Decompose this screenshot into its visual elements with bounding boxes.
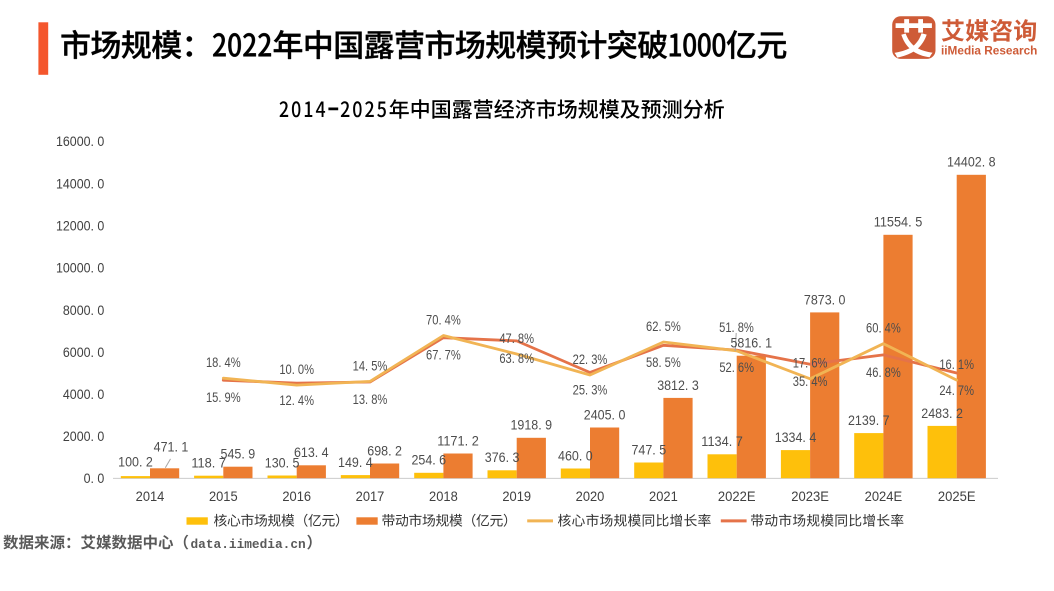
svg-text:4000. 0: 4000. 0 — [63, 386, 105, 402]
svg-text:51. 8%: 51. 8% — [719, 320, 754, 335]
svg-text:18. 4%: 18. 4% — [206, 355, 241, 370]
svg-text:2014: 2014 — [136, 488, 165, 504]
svg-text:2020: 2020 — [576, 488, 605, 504]
svg-text:1918. 9: 1918. 9 — [511, 418, 553, 433]
svg-text:698. 2: 698. 2 — [367, 443, 402, 458]
svg-text:16000. 0: 16000. 0 — [56, 133, 104, 149]
svg-text:130. 5: 130. 5 — [265, 455, 300, 470]
svg-text:376. 3: 376. 3 — [485, 450, 520, 465]
svg-text:2021: 2021 — [649, 488, 678, 504]
svg-text:613. 4: 613. 4 — [294, 445, 329, 460]
svg-text:24. 7%: 24. 7% — [939, 383, 974, 398]
svg-text:58. 5%: 58. 5% — [646, 355, 681, 370]
svg-text:460. 0: 460. 0 — [558, 448, 593, 463]
svg-text:14000. 0: 14000. 0 — [56, 175, 104, 191]
svg-text:10000. 0: 10000. 0 — [56, 260, 104, 276]
svg-text:100. 2: 100. 2 — [118, 455, 153, 470]
svg-text:60. 4%: 60. 4% — [866, 321, 901, 336]
svg-text:47. 8%: 47. 8% — [499, 331, 534, 346]
svg-text:14. 5%: 14. 5% — [353, 358, 388, 373]
svg-text:0. 0: 0. 0 — [84, 470, 105, 486]
svg-text:12000. 0: 12000. 0 — [56, 218, 104, 234]
svg-text:2015: 2015 — [209, 488, 238, 504]
svg-text:2405. 0: 2405. 0 — [584, 407, 626, 422]
svg-text:1134. 7: 1134. 7 — [701, 434, 743, 449]
svg-text:15. 9%: 15. 9% — [206, 390, 241, 405]
svg-text:2024E: 2024E — [865, 488, 903, 504]
svg-text:545. 9: 545. 9 — [221, 447, 256, 462]
svg-text:data.iimedia.cn: data.iimedia.cn — [191, 537, 306, 552]
svg-text:2017: 2017 — [356, 488, 385, 504]
svg-text:6000. 0: 6000. 0 — [63, 344, 105, 360]
svg-text:16. 1%: 16. 1% — [939, 357, 974, 372]
svg-text:471. 1: 471. 1 — [154, 439, 189, 454]
svg-text:254. 6: 254. 6 — [411, 453, 446, 468]
svg-text:2016: 2016 — [282, 488, 311, 504]
svg-text:25. 3%: 25. 3% — [573, 382, 608, 397]
svg-text:149. 4: 149. 4 — [338, 455, 373, 470]
svg-text:2019: 2019 — [502, 488, 531, 504]
svg-text:7873. 0: 7873. 0 — [804, 292, 846, 307]
svg-text:1171. 2: 1171. 2 — [437, 433, 479, 448]
svg-text:11554. 5: 11554. 5 — [874, 215, 923, 230]
svg-text:2000. 0: 2000. 0 — [63, 428, 105, 444]
svg-text:2483. 2: 2483. 2 — [921, 406, 963, 421]
svg-text:70. 4%: 70. 4% — [426, 312, 461, 327]
svg-text:2018: 2018 — [429, 488, 458, 504]
svg-text:iiMedia Research: iiMedia Research — [941, 43, 1037, 57]
svg-text:13. 8%: 13. 8% — [353, 392, 388, 407]
svg-text:52. 6%: 52. 6% — [719, 360, 754, 375]
svg-text:22. 3%: 22. 3% — [573, 352, 608, 367]
svg-text:2022E: 2022E — [718, 488, 756, 504]
svg-text:2139. 7: 2139. 7 — [848, 413, 890, 428]
svg-text:35. 4%: 35. 4% — [793, 374, 828, 389]
svg-text:1334. 4: 1334. 4 — [775, 430, 817, 445]
svg-text:3812. 3: 3812. 3 — [657, 378, 699, 393]
svg-text:12. 4%: 12. 4% — [279, 393, 314, 408]
svg-text:5816. 1: 5816. 1 — [731, 336, 773, 351]
svg-text:118. 7: 118. 7 — [191, 456, 226, 471]
svg-text:67. 7%: 67. 7% — [426, 348, 461, 363]
svg-text:747. 5: 747. 5 — [631, 442, 666, 457]
svg-text:63. 8%: 63. 8% — [499, 351, 534, 366]
svg-text:14402. 8: 14402. 8 — [947, 155, 996, 170]
svg-text:8000. 0: 8000. 0 — [63, 302, 105, 318]
svg-text:10. 0%: 10. 0% — [279, 362, 314, 377]
svg-text:62. 5%: 62. 5% — [646, 319, 681, 334]
svg-text:2025E: 2025E — [938, 488, 976, 504]
svg-text:46. 8%: 46. 8% — [866, 365, 901, 380]
svg-text:17. 6%: 17. 6% — [793, 356, 828, 371]
svg-text:2023E: 2023E — [791, 488, 829, 504]
